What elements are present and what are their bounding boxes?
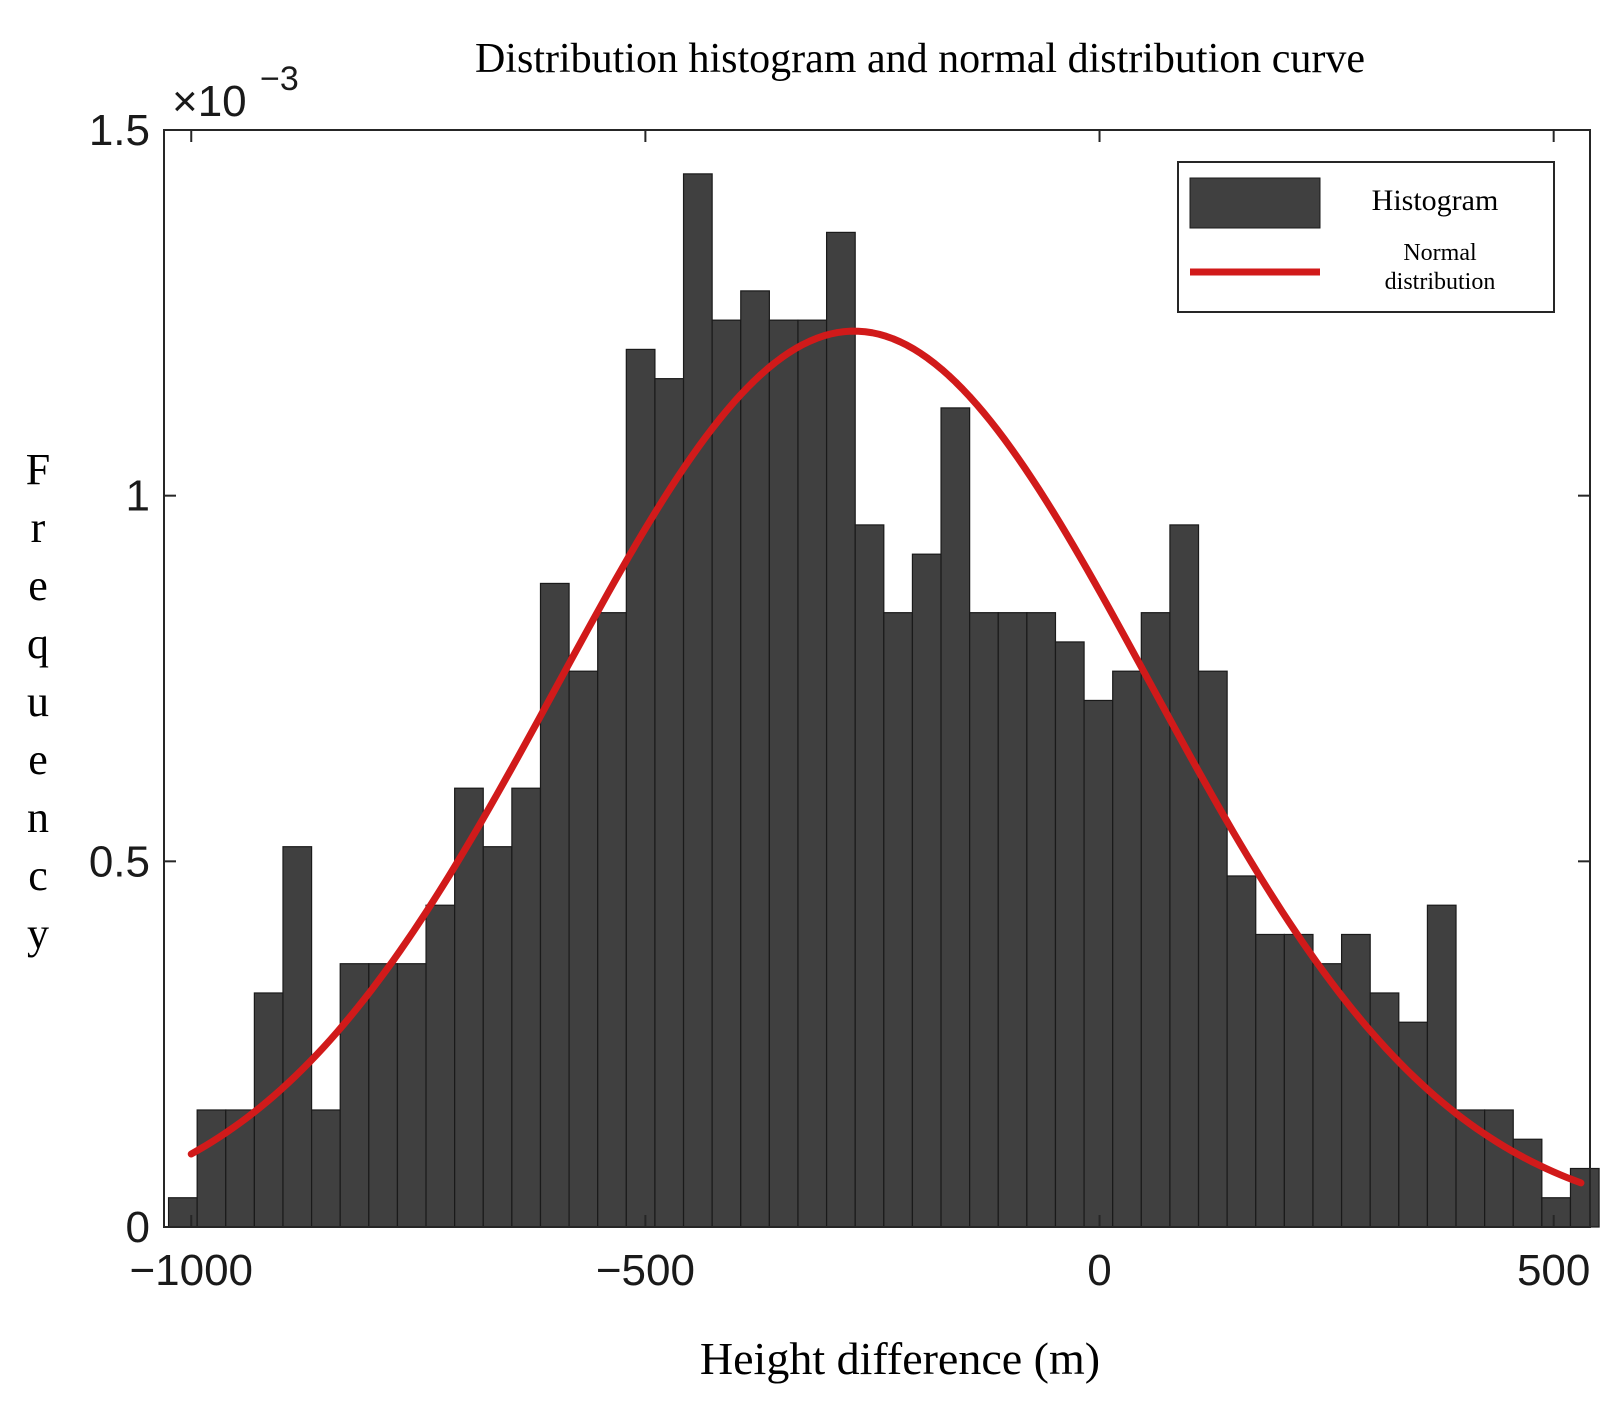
y-axis-label-letter: u: [27, 677, 49, 726]
histogram-bar: [740, 290, 770, 1228]
y-axis-label-letter: c: [28, 851, 48, 900]
chart-title: Distribution histogram and normal distri…: [475, 36, 1365, 82]
histogram-bar: [196, 1109, 227, 1228]
x-axis-ticks: −1000 −500 0 500: [129, 130, 1590, 1295]
y-tick-label: 0: [126, 1203, 150, 1252]
histogram-bar: [768, 319, 799, 1228]
histogram-bar: [711, 319, 742, 1228]
legend-histogram-label: Histogram: [1372, 184, 1499, 217]
x-tick-label: −1000: [129, 1246, 253, 1295]
histogram-bar: [682, 173, 713, 1228]
histogram-bar: [1255, 933, 1285, 1228]
histogram-bar: [1026, 612, 1057, 1228]
histogram-bar: [1226, 875, 1257, 1228]
histogram-bar: [797, 319, 828, 1228]
y-exponent-base: ×10: [172, 77, 247, 126]
histogram-bar: [625, 348, 656, 1228]
histogram-bar: [1340, 933, 1371, 1228]
histogram-bar: [1197, 670, 1228, 1228]
y-axis-ticks: 0 0.5 1 1.5: [89, 106, 1590, 1252]
histogram-bar: [940, 407, 971, 1228]
y-axis-label-letter: n: [27, 793, 49, 842]
histogram-bar: [310, 1109, 341, 1228]
histogram-bar: [1369, 992, 1400, 1228]
histogram-bar: [425, 904, 456, 1228]
histogram-bar: [396, 963, 427, 1228]
x-tick-label: 0: [1087, 1246, 1111, 1295]
histogram-bar: [854, 524, 885, 1228]
histogram-bar: [997, 612, 1028, 1228]
y-axis-label-letter: r: [31, 503, 46, 552]
x-tick-label: 500: [1517, 1246, 1590, 1295]
histogram-bar: [1541, 1197, 1572, 1228]
legend-normal-label-line1: Normal: [1403, 240, 1477, 266]
histogram-bar: [911, 553, 942, 1228]
histogram-bar: [1169, 524, 1200, 1228]
histogram-bar: [883, 612, 914, 1228]
histogram-bar: [167, 1197, 198, 1228]
y-axis-label-letter: F: [26, 445, 50, 494]
y-tick-label: 1: [126, 472, 150, 521]
y-scale-exponent: ×10 −3: [172, 60, 299, 126]
legend-histogram-swatch: [1189, 177, 1321, 229]
normal-distribution-curve: [187, 327, 1585, 1187]
histogram-bar: [597, 612, 627, 1228]
y-axis-label-letter: e: [28, 561, 48, 610]
y-tick-label: 1.5: [89, 106, 150, 155]
histogram-bar: [1083, 699, 1114, 1228]
histogram-bar: [568, 670, 599, 1228]
y-axis-label-letter: y: [27, 909, 49, 958]
histogram-bar: [539, 582, 570, 1228]
histogram-bar: [1398, 1021, 1429, 1228]
y-exponent-power: −3: [260, 60, 299, 98]
histogram-bar: [1312, 963, 1343, 1228]
histogram-bar: [825, 231, 856, 1228]
histogram-bar: [482, 846, 513, 1228]
histogram-bar: [1426, 904, 1457, 1228]
histogram-bar: [1283, 933, 1314, 1228]
histogram-bar: [969, 612, 999, 1228]
histogram-bar: [282, 846, 313, 1228]
legend: Histogram Normal distribution: [1177, 161, 1555, 313]
x-axis-label: Height difference (m): [700, 1333, 1100, 1384]
x-tick-label: −500: [596, 1246, 695, 1295]
histogram-bar: [368, 963, 399, 1228]
legend-normal-label-line2: distribution: [1385, 269, 1496, 295]
plot-frame: [163, 129, 1591, 1228]
normal-curve-layer: [187, 327, 1585, 1187]
histogram-bar: [511, 787, 542, 1228]
y-axis-label-letter: e: [28, 735, 48, 784]
histogram-bars: [167, 173, 1600, 1228]
histogram-bar: [1112, 670, 1142, 1228]
histogram-bar: [1484, 1109, 1514, 1228]
histogram-bar: [1054, 641, 1085, 1228]
y-axis-label-letter: q: [27, 619, 49, 668]
y-tick-label: 0.5: [89, 837, 150, 886]
